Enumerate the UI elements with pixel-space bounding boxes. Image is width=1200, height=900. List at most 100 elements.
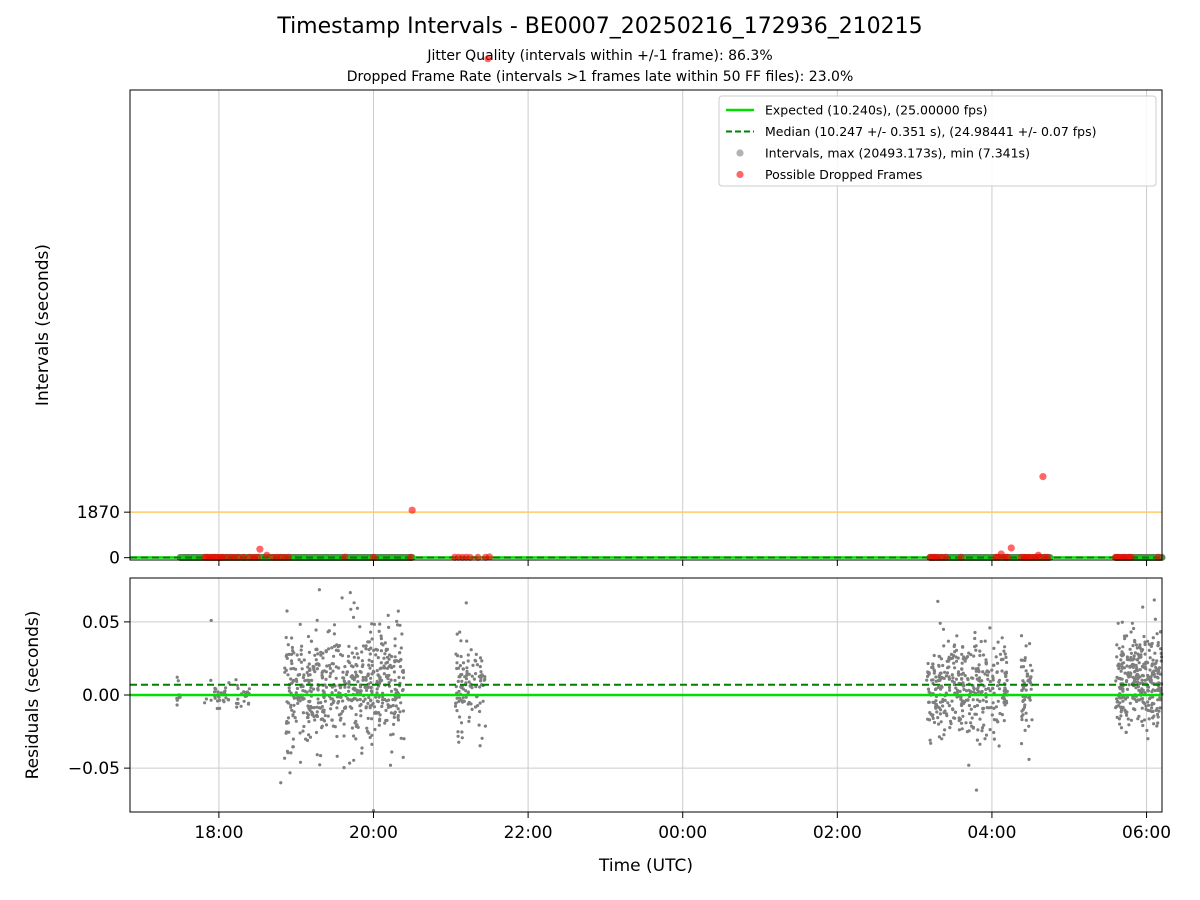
residual-point — [943, 728, 947, 732]
residual-point — [322, 669, 326, 673]
residual-point — [931, 662, 935, 666]
residual-point — [927, 718, 932, 722]
residual-point — [354, 719, 358, 724]
residual-point — [459, 673, 463, 677]
residual-point — [285, 656, 289, 661]
residual-point — [1134, 663, 1138, 668]
residual-point — [1115, 697, 1119, 701]
residual-point — [1135, 674, 1139, 678]
residual-point — [316, 652, 320, 656]
legend-label: Intervals, max (20493.173s), min (7.341s… — [765, 146, 1030, 161]
residual-point — [1147, 648, 1151, 653]
residual-point — [998, 652, 1003, 656]
residual-point — [373, 727, 377, 732]
residual-point — [1118, 701, 1122, 705]
residual-point — [937, 663, 941, 668]
top-y-tick-label: 0 — [109, 549, 120, 569]
residual-point — [991, 663, 995, 668]
residual-point — [330, 691, 334, 695]
residual-point — [926, 674, 930, 679]
residual-point — [1125, 655, 1129, 659]
residual-point — [382, 656, 386, 660]
residual-point — [1030, 669, 1034, 673]
residual-point — [375, 687, 379, 691]
residual-point — [467, 719, 471, 724]
residual-point — [1156, 676, 1160, 680]
residual-point — [1134, 686, 1138, 690]
dropped-frame-point — [341, 553, 349, 561]
residual-point — [397, 695, 401, 699]
residual-point — [219, 691, 223, 695]
residual-point — [377, 695, 381, 699]
residual-point — [313, 653, 317, 657]
residual-point — [377, 629, 381, 634]
residual-point — [334, 665, 338, 669]
residual-point — [377, 723, 381, 727]
residual-point — [936, 599, 940, 604]
residual-point — [292, 703, 296, 707]
residual-point — [467, 700, 471, 705]
residual-point — [377, 674, 381, 678]
residual-point — [350, 726, 354, 730]
residual-point — [307, 706, 311, 711]
residual-point — [226, 698, 230, 702]
residual-point — [371, 669, 375, 673]
residual-point — [370, 733, 374, 737]
residual-point — [1155, 712, 1160, 717]
x-tick-label: 06:00 — [1122, 823, 1171, 843]
residual-point — [312, 665, 316, 669]
residual-point — [1125, 664, 1129, 668]
residual-point — [1117, 685, 1122, 689]
residual-point — [354, 670, 358, 674]
residual-point — [1154, 708, 1158, 713]
residual-point — [1023, 658, 1027, 663]
residual-point — [1114, 706, 1118, 710]
residual-point — [300, 644, 304, 648]
dropped-frame-point — [1039, 473, 1047, 481]
residual-point — [385, 647, 390, 652]
residual-point — [1135, 666, 1139, 670]
residual-point — [938, 700, 943, 704]
residual-point — [963, 674, 967, 678]
residual-point — [331, 669, 335, 673]
residual-point — [974, 712, 979, 716]
residual-point — [1156, 641, 1160, 645]
residual-point — [319, 701, 323, 705]
residual-point — [234, 678, 238, 682]
residual-point — [305, 671, 309, 675]
residual-point — [1154, 665, 1158, 670]
residual-point — [962, 687, 966, 692]
residual-point — [368, 735, 372, 740]
residual-point — [364, 705, 368, 709]
residual-point — [947, 677, 952, 681]
residual-point — [1145, 728, 1149, 733]
residual-point — [297, 673, 302, 677]
residual-point — [937, 654, 941, 658]
residual-point — [391, 732, 395, 736]
residual-point — [1023, 656, 1027, 660]
residual-point — [323, 699, 327, 703]
residual-point — [315, 618, 319, 622]
residual-point — [209, 678, 213, 683]
residual-point — [312, 706, 316, 710]
residual-point — [285, 719, 289, 724]
residual-point — [216, 690, 220, 694]
residual-point — [1146, 688, 1150, 693]
residual-point — [960, 709, 965, 713]
residual-point — [990, 668, 994, 672]
residual-point — [346, 654, 351, 658]
residual-point — [1125, 634, 1129, 638]
residual-point — [391, 703, 395, 708]
residual-point — [464, 689, 468, 693]
residual-point — [380, 704, 384, 709]
residual-point — [1146, 708, 1150, 713]
residual-point — [400, 669, 404, 674]
residual-point — [456, 666, 461, 670]
residual-point — [992, 730, 996, 735]
residual-point — [400, 632, 404, 636]
residual-point — [980, 689, 984, 694]
residual-point — [359, 702, 363, 707]
residual-point — [470, 674, 474, 678]
residual-point — [986, 673, 990, 677]
